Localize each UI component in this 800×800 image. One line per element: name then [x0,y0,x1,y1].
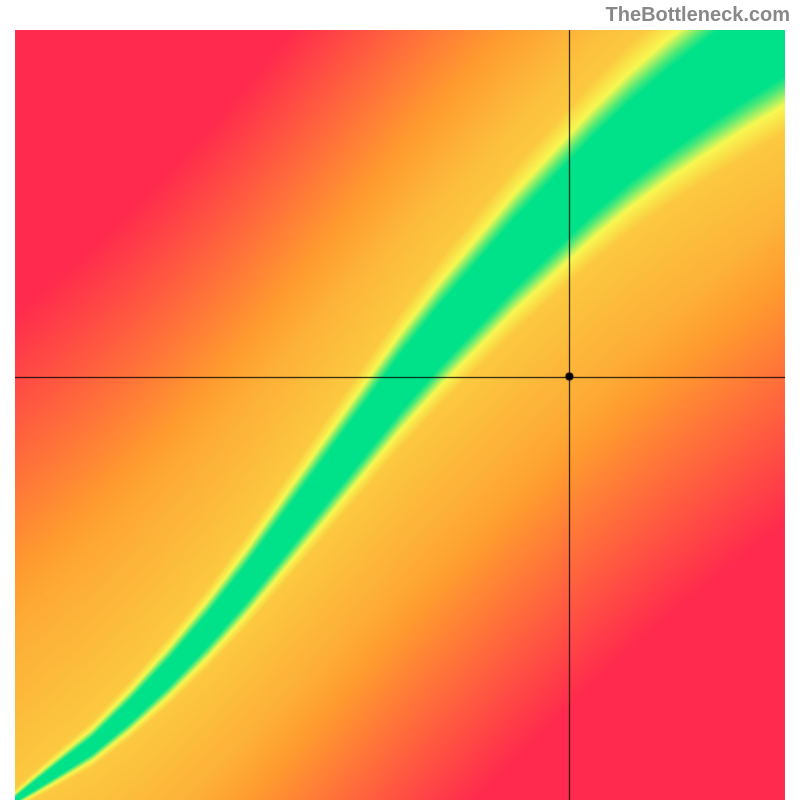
chart-container: TheBottleneck.com [0,0,800,800]
watermark-text: TheBottleneck.com [606,4,790,27]
bottleneck-heatmap [15,30,785,800]
